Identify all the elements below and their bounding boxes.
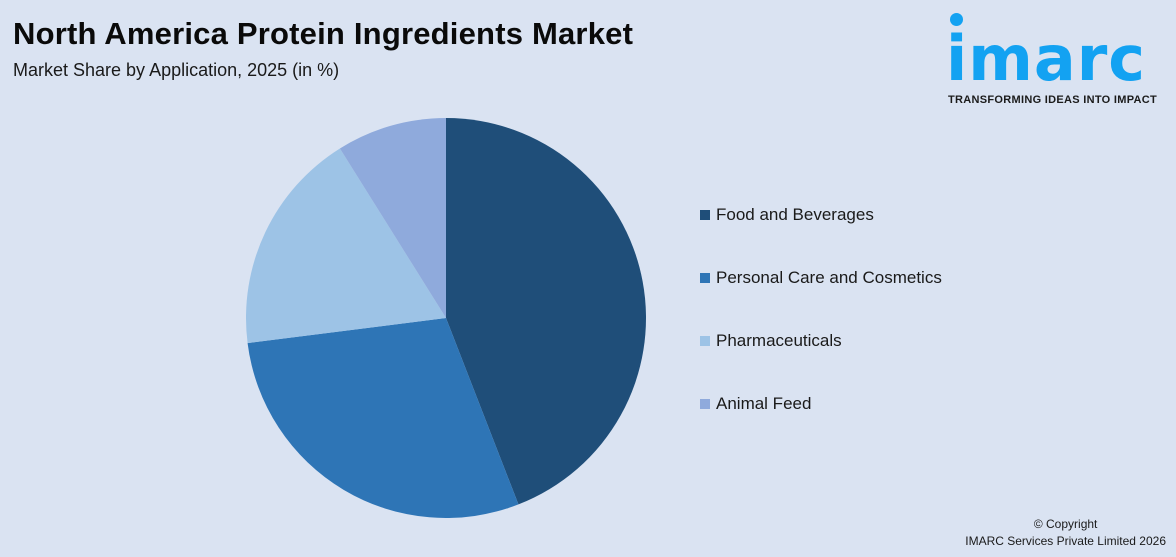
legend-swatch-icon (700, 399, 710, 409)
logo-wordmark: imarc (946, 22, 1147, 95)
pie-slice-animal-feed (339, 118, 446, 318)
pie-slice-food-and-beverages (446, 118, 646, 505)
legend-label: Animal Feed (716, 394, 812, 413)
legend-item-personal-care: Personal Care and Cosmetics (700, 268, 942, 288)
imarc-logo: imarc TRANSFORMING IDEAS INTO IMPACT (946, 10, 1172, 110)
legend-item-animal-feed: Animal Feed (700, 394, 942, 414)
legend-swatch-icon (700, 210, 710, 220)
pie-chart (246, 118, 646, 518)
logo-tagline: TRANSFORMING IDEAS INTO IMPACT (948, 94, 1158, 106)
copyright-line-2: IMARC Services Private Limited 2026 (965, 534, 1166, 548)
chart-legend: Food and Beverages Personal Care and Cos… (700, 205, 942, 457)
legend-label: Personal Care and Cosmetics (716, 268, 942, 287)
pie-slice-personal-care-and-cosmetics (247, 318, 519, 518)
legend-item-pharmaceuticals: Pharmaceuticals (700, 331, 942, 351)
copyright-line-1: © Copyright (1033, 517, 1098, 531)
legend-label: Food and Beverages (716, 205, 874, 224)
pie-slice-pharmaceuticals (246, 148, 446, 344)
legend-swatch-icon (700, 273, 710, 283)
copyright-notice: © Copyright IMARC Services Private Limit… (965, 516, 1166, 550)
chart-title: North America Protein Ingredients Market (13, 16, 634, 51)
logo-dot-icon (950, 13, 963, 26)
legend-label: Pharmaceuticals (716, 331, 842, 350)
legend-swatch-icon (700, 336, 710, 346)
chart-subtitle: Market Share by Application, 2025 (in %) (13, 60, 340, 80)
legend-item-food-and-beverages: Food and Beverages (700, 205, 942, 225)
